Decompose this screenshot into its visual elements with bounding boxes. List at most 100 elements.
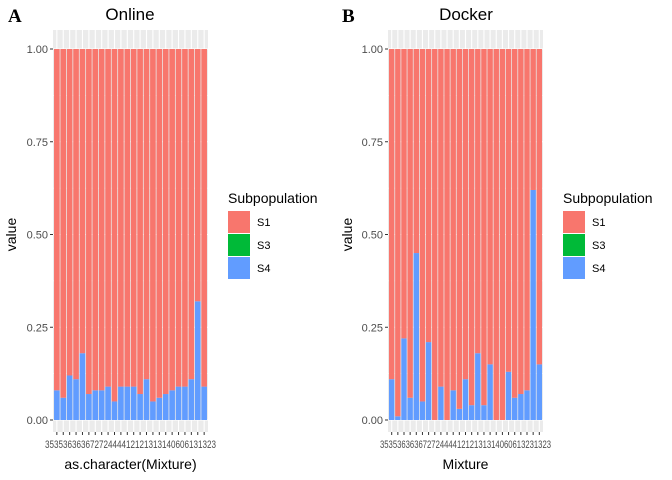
bar-s1: [413, 49, 419, 254]
bar-s1: [425, 49, 432, 343]
bar-s4: [487, 364, 493, 420]
bar-s4: [162, 394, 169, 420]
bar-s1: [481, 49, 487, 406]
bar-s1: [407, 49, 413, 398]
legend-label-s4: S4: [257, 263, 270, 275]
legend-label-s1: S1: [257, 217, 270, 229]
legend-title: Subpopulation: [228, 190, 318, 206]
legend-label-s3: S3: [592, 240, 605, 252]
bar-s4: [73, 379, 79, 420]
bar-s1: [162, 49, 169, 395]
y-axis-title: value: [3, 218, 19, 252]
bar-s4: [156, 397, 163, 420]
bar-s1: [432, 49, 438, 420]
legend-label-s3: S3: [257, 240, 270, 252]
y-tick-label: 0.00: [362, 415, 383, 427]
bar-s1: [194, 49, 201, 302]
bar-s4: [438, 386, 444, 420]
legend-title: Subpopulation: [563, 190, 653, 206]
bar-s4: [505, 371, 512, 420]
bar-s1: [499, 49, 506, 420]
bar-s1: [201, 49, 207, 387]
bar-s1: [66, 49, 73, 376]
bar-s1: [505, 49, 512, 372]
bar-s4: [118, 386, 124, 420]
bar-s1: [462, 49, 469, 380]
y-tick-label: 0.00: [27, 415, 48, 427]
bar-s1: [524, 49, 530, 391]
y-tick-label: 0.75: [362, 137, 383, 149]
bar-s4: [175, 386, 182, 420]
bar-s1: [73, 49, 79, 380]
bar-s4: [524, 390, 530, 420]
bar-s1: [487, 49, 493, 365]
bar-s1: [536, 49, 543, 365]
bar-s1: [156, 49, 163, 398]
bar-s4: [475, 353, 481, 420]
bar-s4: [137, 394, 143, 420]
bar-s4: [201, 386, 207, 420]
panel-b: B Docker 0.00 0.25 0.50 0.75 1.00 3535363636727…: [339, 5, 653, 472]
bar-s1: [468, 49, 475, 406]
bar-s1: [105, 49, 111, 387]
bar-s4: [419, 401, 426, 420]
x-axis-title: as.character(Mixture): [64, 456, 196, 472]
y-axis-title: value: [339, 218, 355, 252]
bar-s4: [60, 397, 67, 420]
y-tick-label: 0.50: [27, 230, 48, 242]
bar-s4: [79, 353, 86, 420]
bar-s4: [182, 386, 188, 420]
bar-s4: [150, 401, 156, 420]
bar-s4: [105, 386, 111, 420]
x-tick-labels: 3535363636727244441212131314060613231323: [380, 439, 551, 451]
bar-s4: [388, 379, 395, 420]
bar-s4: [130, 386, 137, 420]
legend-key-s3: [563, 234, 585, 256]
legend-key-s1: [228, 211, 250, 233]
bar-s1: [175, 49, 182, 387]
legend: Subpopulation S1 S3 S4: [228, 190, 318, 279]
legend-key-s4: [228, 257, 250, 279]
bar-s1: [438, 49, 444, 387]
bar-s1: [150, 49, 156, 402]
bar-s4: [456, 408, 463, 420]
bar-s1: [388, 49, 395, 380]
bar-s1: [456, 49, 463, 409]
bar-s1: [54, 49, 60, 391]
legend-key-s3: [228, 234, 250, 256]
bar-s4: [512, 397, 518, 420]
bar-s4: [143, 379, 150, 420]
y-tick-label: 0.25: [27, 322, 48, 334]
bar-s1: [92, 49, 99, 391]
x-axis-title: Mixture: [443, 456, 489, 472]
bar-s1: [475, 49, 481, 354]
bar-s4: [401, 338, 407, 420]
bar-s1: [518, 49, 524, 395]
bar-s4: [54, 390, 60, 420]
y-tick-label: 1.00: [27, 44, 48, 56]
legend-key-s4: [563, 257, 585, 279]
bar-s4: [425, 342, 432, 420]
panel-letter: B: [342, 6, 355, 27]
bar-s4: [188, 379, 195, 420]
bar-s1: [124, 49, 131, 387]
bar-s4: [194, 301, 201, 420]
y-tick-label: 1.00: [362, 44, 383, 56]
bar-s1: [111, 49, 118, 402]
bar-s4: [518, 394, 524, 420]
legend-key-s1: [563, 211, 585, 233]
bar-s1: [143, 49, 150, 380]
bar-s1: [86, 49, 92, 395]
y-tick-label: 0.75: [27, 137, 48, 149]
bar-s4: [468, 405, 475, 420]
bar-s1: [182, 49, 188, 387]
bar-s4: [481, 405, 487, 420]
bar-s1: [401, 49, 407, 339]
legend: Subpopulation S1 S3 S4: [563, 190, 653, 279]
bar-s1: [444, 49, 450, 420]
bar-s1: [60, 49, 67, 398]
bar-s1: [512, 49, 518, 398]
legend-label-s1: S1: [592, 217, 605, 229]
bar-s1: [530, 49, 536, 190]
